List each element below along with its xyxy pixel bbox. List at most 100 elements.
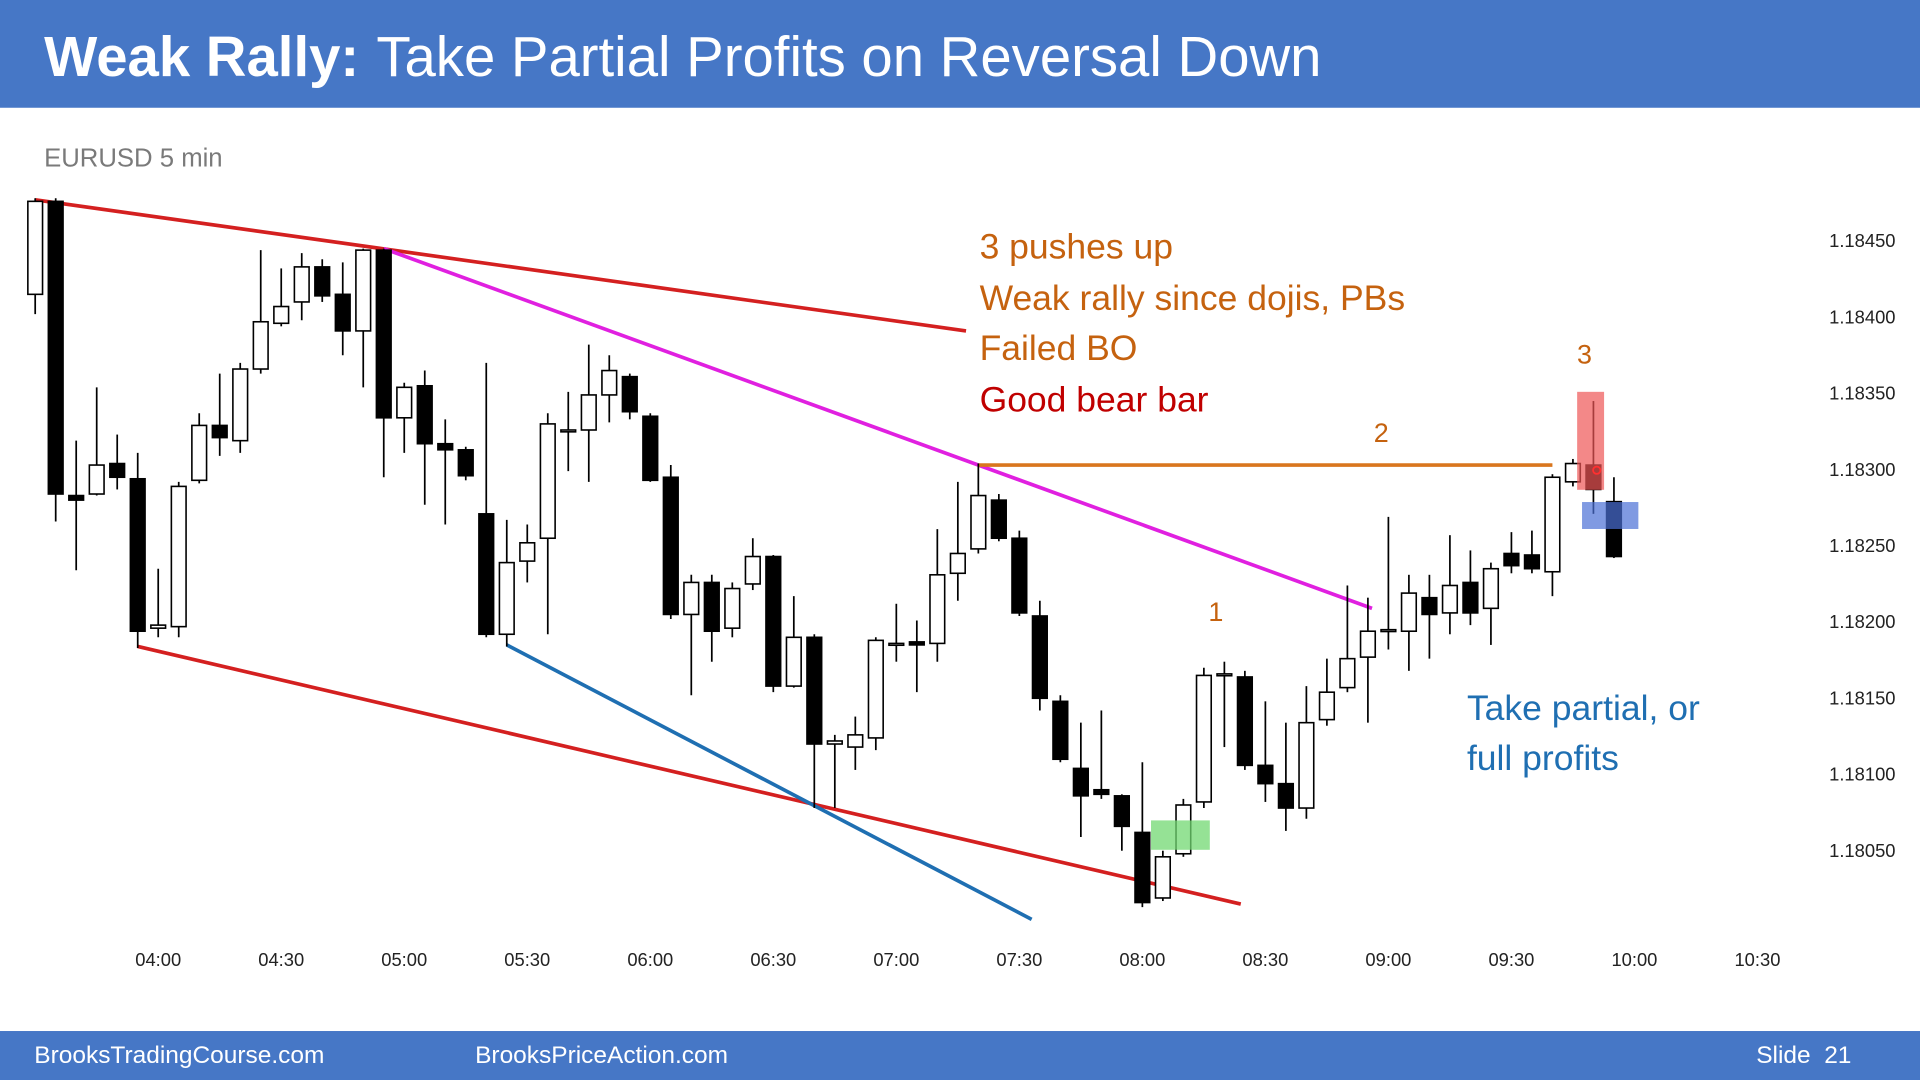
y-tick-label: 1.18450 bbox=[1829, 230, 1895, 251]
candle-body bbox=[724, 587, 741, 629]
slide-number: Slide 21 bbox=[1756, 1042, 1851, 1069]
candle-body bbox=[642, 415, 659, 482]
candle-body bbox=[949, 552, 966, 575]
x-tick-label: 08:30 bbox=[1242, 949, 1288, 970]
candle-body bbox=[47, 200, 64, 495]
y-tick-label: 1.18400 bbox=[1829, 306, 1895, 327]
highlight-box bbox=[1151, 820, 1210, 850]
candle-body bbox=[150, 624, 167, 629]
trendline bbox=[505, 643, 1033, 921]
candle-body bbox=[703, 581, 720, 633]
annotation: Failed BO bbox=[980, 328, 1138, 368]
candle-body bbox=[1462, 581, 1479, 614]
candle-body bbox=[1339, 657, 1356, 689]
x-tick-label: 04:00 bbox=[135, 949, 181, 970]
candle-body bbox=[888, 642, 905, 647]
candle-body bbox=[27, 200, 44, 296]
candle-body bbox=[519, 542, 536, 562]
x-tick-label: 09:30 bbox=[1488, 949, 1534, 970]
footer-center: BrooksPriceAction.com bbox=[475, 1042, 728, 1069]
title: Weak Rally: Take Partial Profits on Rever… bbox=[44, 25, 1321, 88]
candle-body bbox=[1441, 584, 1459, 614]
candle-body bbox=[1544, 476, 1561, 573]
candle-body bbox=[1380, 628, 1397, 633]
candle-body bbox=[1359, 630, 1377, 658]
candle-body bbox=[1216, 673, 1233, 677]
x-tick-label: 10:30 bbox=[1734, 949, 1780, 970]
candle-body bbox=[1503, 552, 1520, 567]
candle-body bbox=[621, 375, 638, 413]
candle-body bbox=[1277, 782, 1295, 809]
candle-body bbox=[806, 636, 823, 745]
y-tick-label: 1.18050 bbox=[1829, 840, 1895, 861]
candle-body bbox=[1113, 795, 1131, 828]
y-tick-label: 1.18350 bbox=[1829, 383, 1895, 404]
candle-body bbox=[1195, 674, 1213, 803]
candle-body bbox=[847, 734, 864, 748]
candle-body bbox=[1011, 537, 1028, 614]
candle-body bbox=[970, 494, 987, 550]
title-bold: Weak Rally: bbox=[44, 25, 359, 88]
x-tick-label: 09:00 bbox=[1365, 949, 1411, 970]
candle-body bbox=[683, 581, 700, 616]
candle-body bbox=[314, 266, 331, 297]
candle-body bbox=[232, 368, 249, 442]
candle-body bbox=[375, 249, 392, 419]
highlight-box bbox=[1577, 391, 1605, 490]
candle-body bbox=[1400, 592, 1418, 633]
x-tick-label: 05:30 bbox=[504, 949, 550, 970]
candle-body bbox=[109, 462, 126, 479]
trendline bbox=[383, 246, 1373, 611]
x-tick-label: 08:00 bbox=[1119, 949, 1165, 970]
candle-body bbox=[1421, 596, 1438, 616]
annotation: Weak rally since dojis, PBs bbox=[980, 278, 1405, 318]
candle-body bbox=[498, 561, 515, 636]
annotation: Take partial, or bbox=[1467, 688, 1700, 728]
x-tick-label: 06:30 bbox=[750, 949, 796, 970]
candle-body bbox=[68, 494, 85, 501]
x-tick-label: 05:00 bbox=[381, 949, 427, 970]
y-tick-label: 1.18150 bbox=[1829, 687, 1895, 708]
y-tick-label: 1.18300 bbox=[1829, 459, 1895, 480]
candle-body bbox=[560, 429, 577, 433]
candle-body bbox=[1031, 615, 1048, 700]
candle-body bbox=[1052, 700, 1069, 761]
candle-body bbox=[826, 740, 843, 745]
push-label: 1 bbox=[1208, 597, 1223, 627]
x-tick-label: 10:00 bbox=[1611, 949, 1657, 970]
x-tick-label: 04:30 bbox=[258, 949, 304, 970]
candle-body bbox=[601, 369, 618, 396]
candle-body bbox=[88, 464, 105, 495]
candle-body bbox=[1154, 856, 1172, 899]
candle-body bbox=[1482, 567, 1500, 610]
candle-body bbox=[457, 449, 474, 477]
y-tick-label: 1.18200 bbox=[1829, 611, 1895, 632]
candle-body bbox=[293, 266, 310, 303]
candle-body bbox=[1236, 676, 1254, 767]
plot: 1.18050 1.18100 1.18150 1.18200 1.18250 1.183… bbox=[27, 197, 1896, 970]
trendline bbox=[34, 197, 967, 333]
candle-body bbox=[1093, 788, 1110, 796]
candle-body bbox=[416, 384, 433, 445]
y-tick-label: 1.18250 bbox=[1829, 535, 1895, 556]
candle-body bbox=[211, 424, 228, 439]
candle-body bbox=[744, 555, 761, 585]
candle-body bbox=[908, 641, 925, 646]
footer-left: BrooksTradingCourse.com bbox=[34, 1042, 324, 1069]
x-tick-label: 07:30 bbox=[996, 949, 1042, 970]
candle-body bbox=[662, 476, 679, 616]
candle-body bbox=[785, 636, 802, 687]
candle-body bbox=[170, 485, 187, 628]
candle-body bbox=[191, 424, 208, 482]
candle-body bbox=[580, 394, 597, 431]
annotation: Good bear bar bbox=[980, 379, 1209, 419]
trendline bbox=[137, 644, 1242, 906]
candle-body bbox=[990, 499, 1007, 540]
candle-body bbox=[396, 386, 413, 419]
candle-body bbox=[539, 423, 556, 540]
footer-bar bbox=[0, 1031, 1920, 1080]
candle-body bbox=[1523, 554, 1541, 570]
annotation: 3 pushes up bbox=[980, 226, 1173, 266]
